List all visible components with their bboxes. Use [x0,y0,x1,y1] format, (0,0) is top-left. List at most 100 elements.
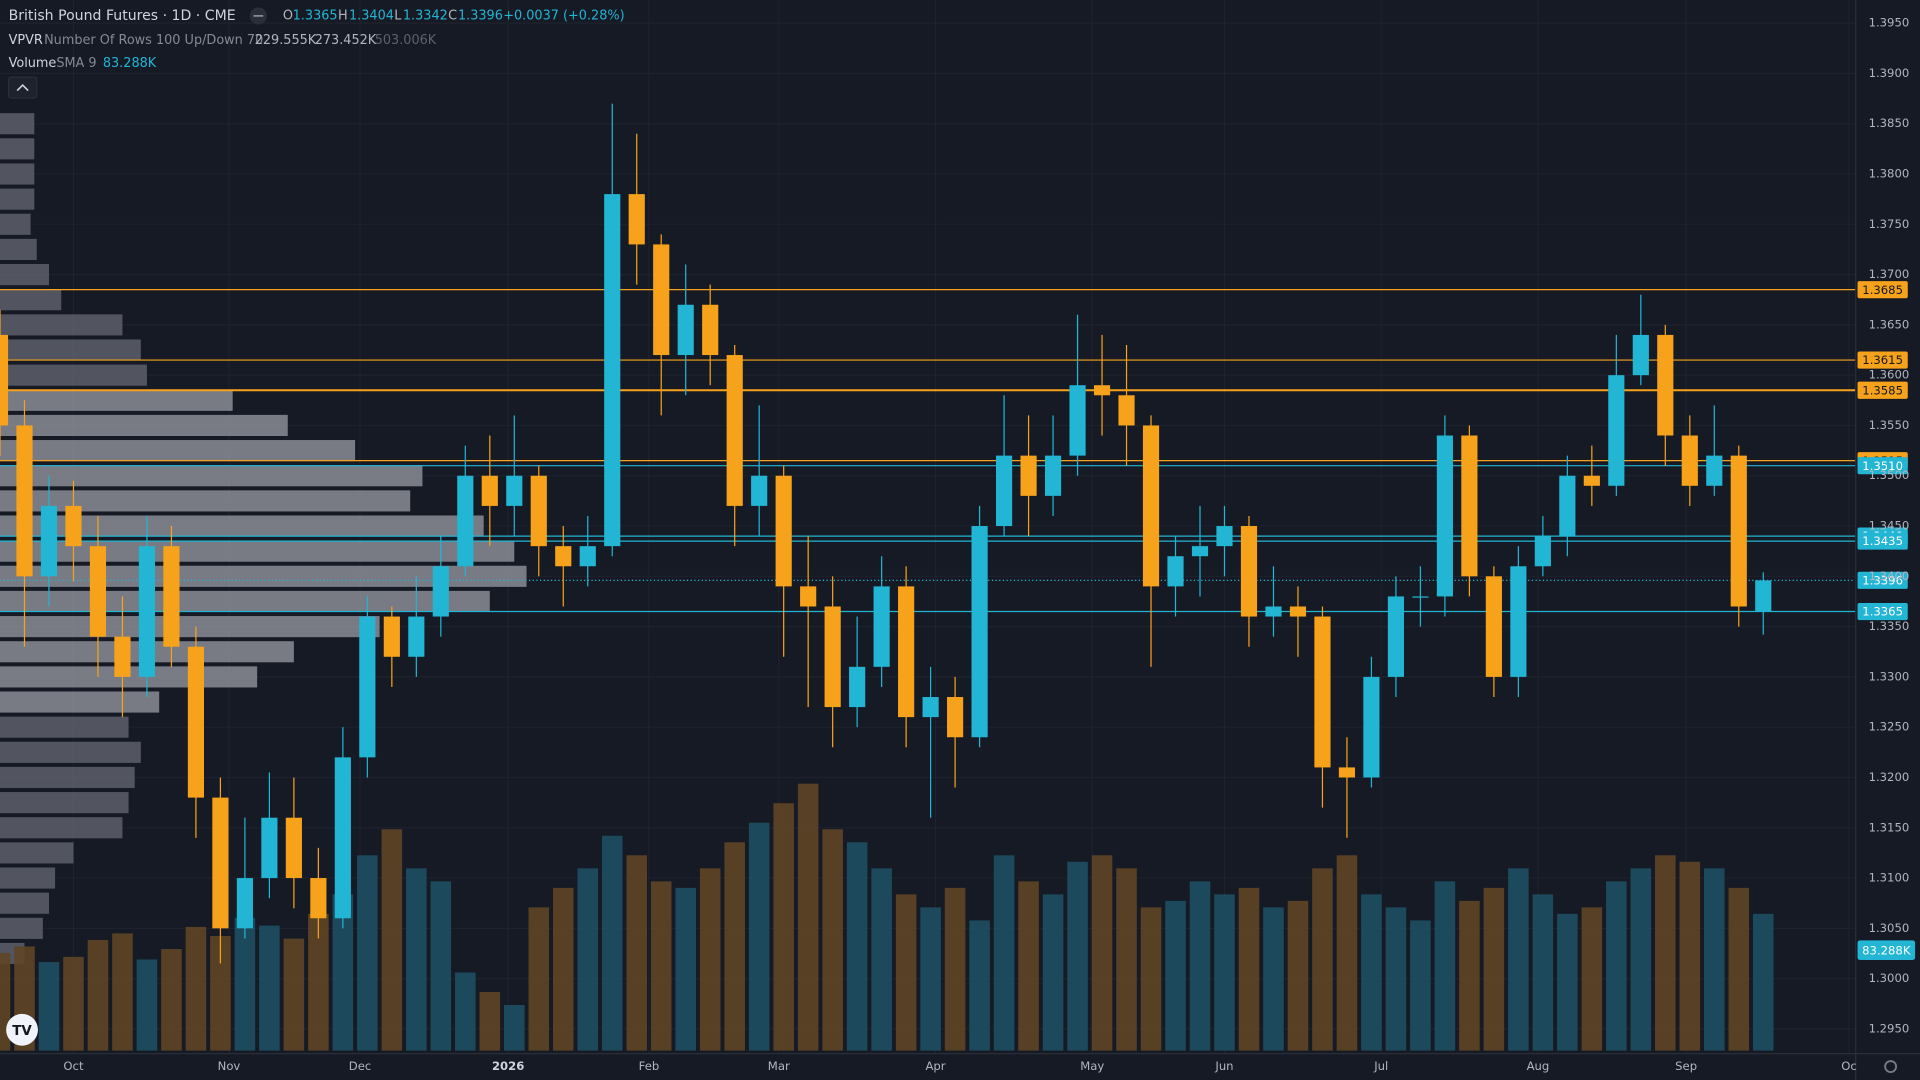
x-tick-label: Oc [1841,1059,1857,1073]
x-tick-label: Mar [768,1059,790,1073]
candles [0,103,1772,964]
volume-bar [895,894,917,1051]
volume-bar [1630,868,1652,1051]
profile-row [0,188,35,210]
candle-body [751,475,768,506]
volume-bar [63,956,84,1051]
profile-row [0,917,43,939]
x-tick-label: 2026 [492,1059,524,1073]
candle-body [1583,475,1600,486]
ohlc-label: O [283,8,293,23]
candle-body [432,566,449,617]
candle-body [1730,455,1747,607]
collapse-button[interactable] [7,76,38,99]
volume-bar [479,992,501,1051]
profile-row [0,339,141,361]
candle-body [1044,455,1062,496]
profile-row [0,414,288,437]
volume-bar [920,907,941,1051]
indicator-value: 273.452K [315,33,377,48]
volume-bar [1336,855,1358,1051]
candle-body [1118,395,1135,426]
volume-pane [0,783,1774,1051]
volume-bar [1312,868,1333,1051]
settings-icon[interactable] [1884,1060,1898,1073]
profile-row [0,264,49,286]
candle-body [628,194,645,245]
profile-row [0,163,35,185]
candle-body [922,697,939,718]
profile-row [0,691,160,713]
candle-body [359,616,376,758]
candle-body [1436,435,1453,597]
candle-body [726,355,743,506]
candle-body [775,475,792,587]
y-tick-label: 1.3300 [1869,669,1910,683]
volume-bar [210,936,231,1051]
candle-body [677,304,694,356]
volume-bar [773,803,794,1051]
logo[interactable] [6,1013,38,1046]
volume-bar [797,783,819,1051]
profile-row [0,817,123,839]
profile-row [0,389,233,411]
volume-bar [161,949,182,1051]
volume-bar [1214,894,1235,1051]
volume-bar [357,855,378,1051]
profile-row [0,766,135,789]
y-tick-label: 1.2950 [1869,1021,1910,1035]
candle-body [1559,475,1576,537]
volume-axis-label: 83.288K [1862,943,1911,957]
logo-mark: TV [12,1024,32,1039]
volume-bar [577,868,599,1051]
indicator-value: 229.555K [255,33,317,48]
y-tick-label: 1.3950 [1869,16,1910,30]
candle-body [163,546,180,647]
candle-body [1510,566,1527,677]
y-tick-label: 1.3250 [1869,720,1910,734]
y-tick-label: 1.3800 [1869,167,1910,181]
candle-body [1363,676,1380,778]
volume-bar [528,907,550,1051]
indicator-value: 503.006K [375,33,437,48]
candle-body [1755,580,1772,612]
level-label: 1.3615 [1862,353,1903,367]
candle-body [481,475,498,506]
profile-row [0,842,74,864]
level-label: 1.3435 [1862,534,1903,548]
symbol-title[interactable]: British Pound Futures · 1D · CME [9,8,236,24]
x-tick-label: Sep [1675,1059,1697,1073]
level-label: 1.3510 [1862,459,1903,473]
volume-bar [969,920,990,1051]
indicator-name[interactable]: VPVR [9,33,43,48]
candle-body [604,194,621,547]
candle-body [236,878,253,929]
profile-row [0,490,411,512]
level-label: 1.3685 [1862,283,1903,297]
candle-body [285,817,302,879]
profile-row [0,616,380,638]
volume-bar [626,855,648,1051]
candle-body [1387,596,1404,677]
volume-bar [1238,887,1260,1051]
candle-body [138,546,156,677]
level-label-bg [1857,351,1908,369]
profile-row [0,138,35,160]
candle-body [1632,334,1649,376]
collapse-icon [16,83,29,92]
level-label-bg [1857,532,1908,550]
candle-body [261,817,278,879]
y-tick-label: 1.3500 [1869,468,1910,482]
candle-body [408,616,425,657]
x-tick-label: Oct [63,1059,84,1073]
x-tick-label: Apr [925,1059,945,1073]
level-label-bg [1857,602,1908,621]
volume-bar [430,881,452,1051]
indicator-name[interactable]: Volume [9,56,57,71]
x-tick-label: Dec [349,1059,372,1073]
volume-bar [1655,855,1676,1051]
profile-row [0,440,356,462]
profile-row [0,289,62,311]
x-tick-label: Nov [218,1059,241,1073]
volume-bar [1532,894,1554,1051]
